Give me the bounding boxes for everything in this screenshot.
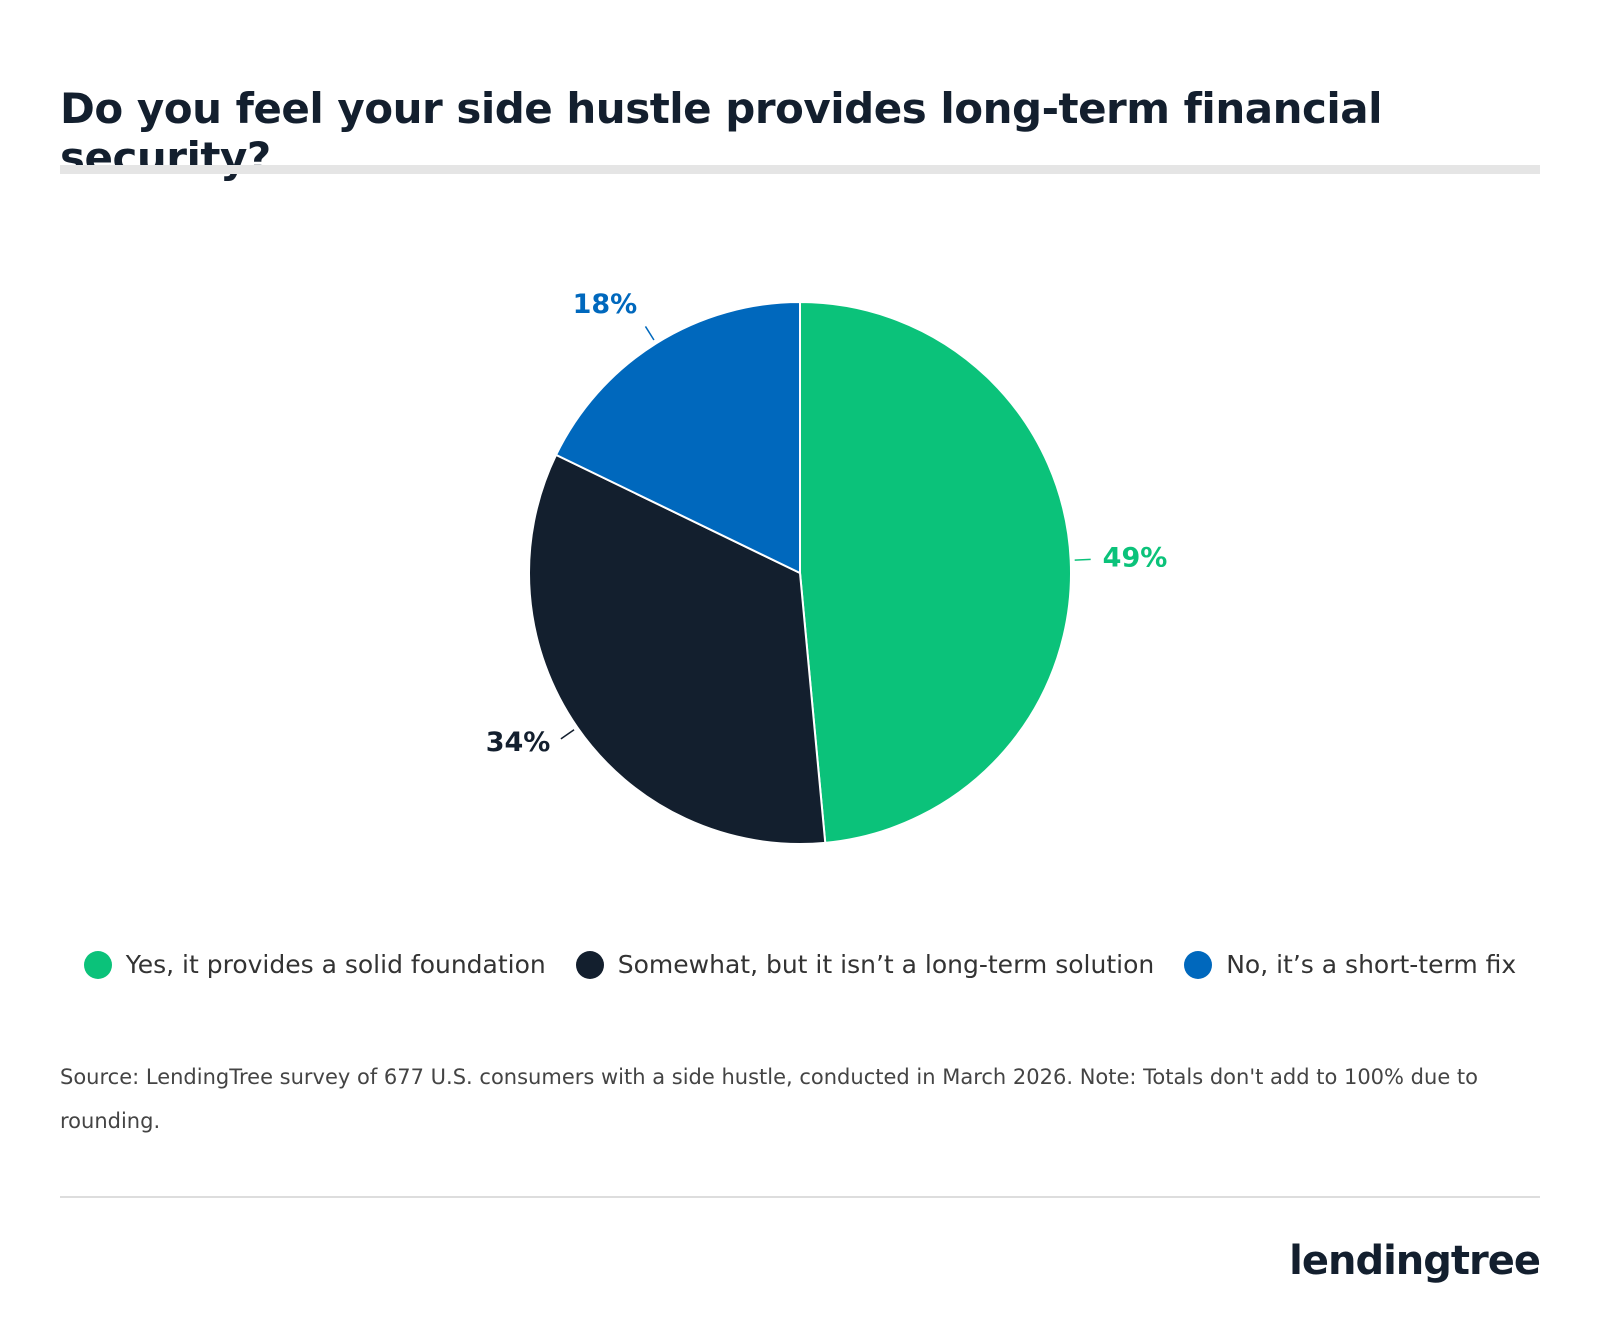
legend-label: Yes, it provides a solid foundation — [125, 950, 546, 979]
legend-label: Somewhat, but it isn’t a long-term solut… — [617, 950, 1155, 979]
chart: 49% 34% 18% — [486, 289, 1168, 845]
leader-line — [560, 729, 575, 740]
pie-slice — [554, 300, 801, 575]
data-label: 18% — [573, 289, 638, 320]
legend: Yes, it provides a solid foundation Somew… — [60, 950, 1540, 979]
chart-title: Do you feel your side hustle provides lo… — [60, 84, 1383, 182]
legend-item: No, it’s a short-term fix — [1184, 950, 1516, 979]
legend-swatch — [83, 950, 112, 979]
data-label: 49% — [1103, 543, 1168, 574]
leader-line — [644, 326, 655, 341]
legend-item: Yes, it provides a solid foundation — [83, 950, 546, 979]
legend-swatch — [1184, 950, 1213, 979]
pie-slice — [799, 300, 1072, 844]
legend-item: Somewhat, but it isn’t a long-term solut… — [575, 950, 1155, 979]
data-label: 34% — [486, 727, 551, 758]
pie-slice — [528, 453, 827, 845]
brand-logo: lendingtree — [1289, 1238, 1541, 1284]
leader-line — [1074, 558, 1091, 561]
legend-label: No, it’s a short-term fix — [1226, 950, 1517, 979]
title-rule — [60, 165, 1540, 174]
source-note: Source: LendingTree survey of 677 U.S. c… — [60, 1065, 1478, 1133]
footer-rule — [60, 1196, 1540, 1198]
legend-swatch — [575, 950, 604, 979]
